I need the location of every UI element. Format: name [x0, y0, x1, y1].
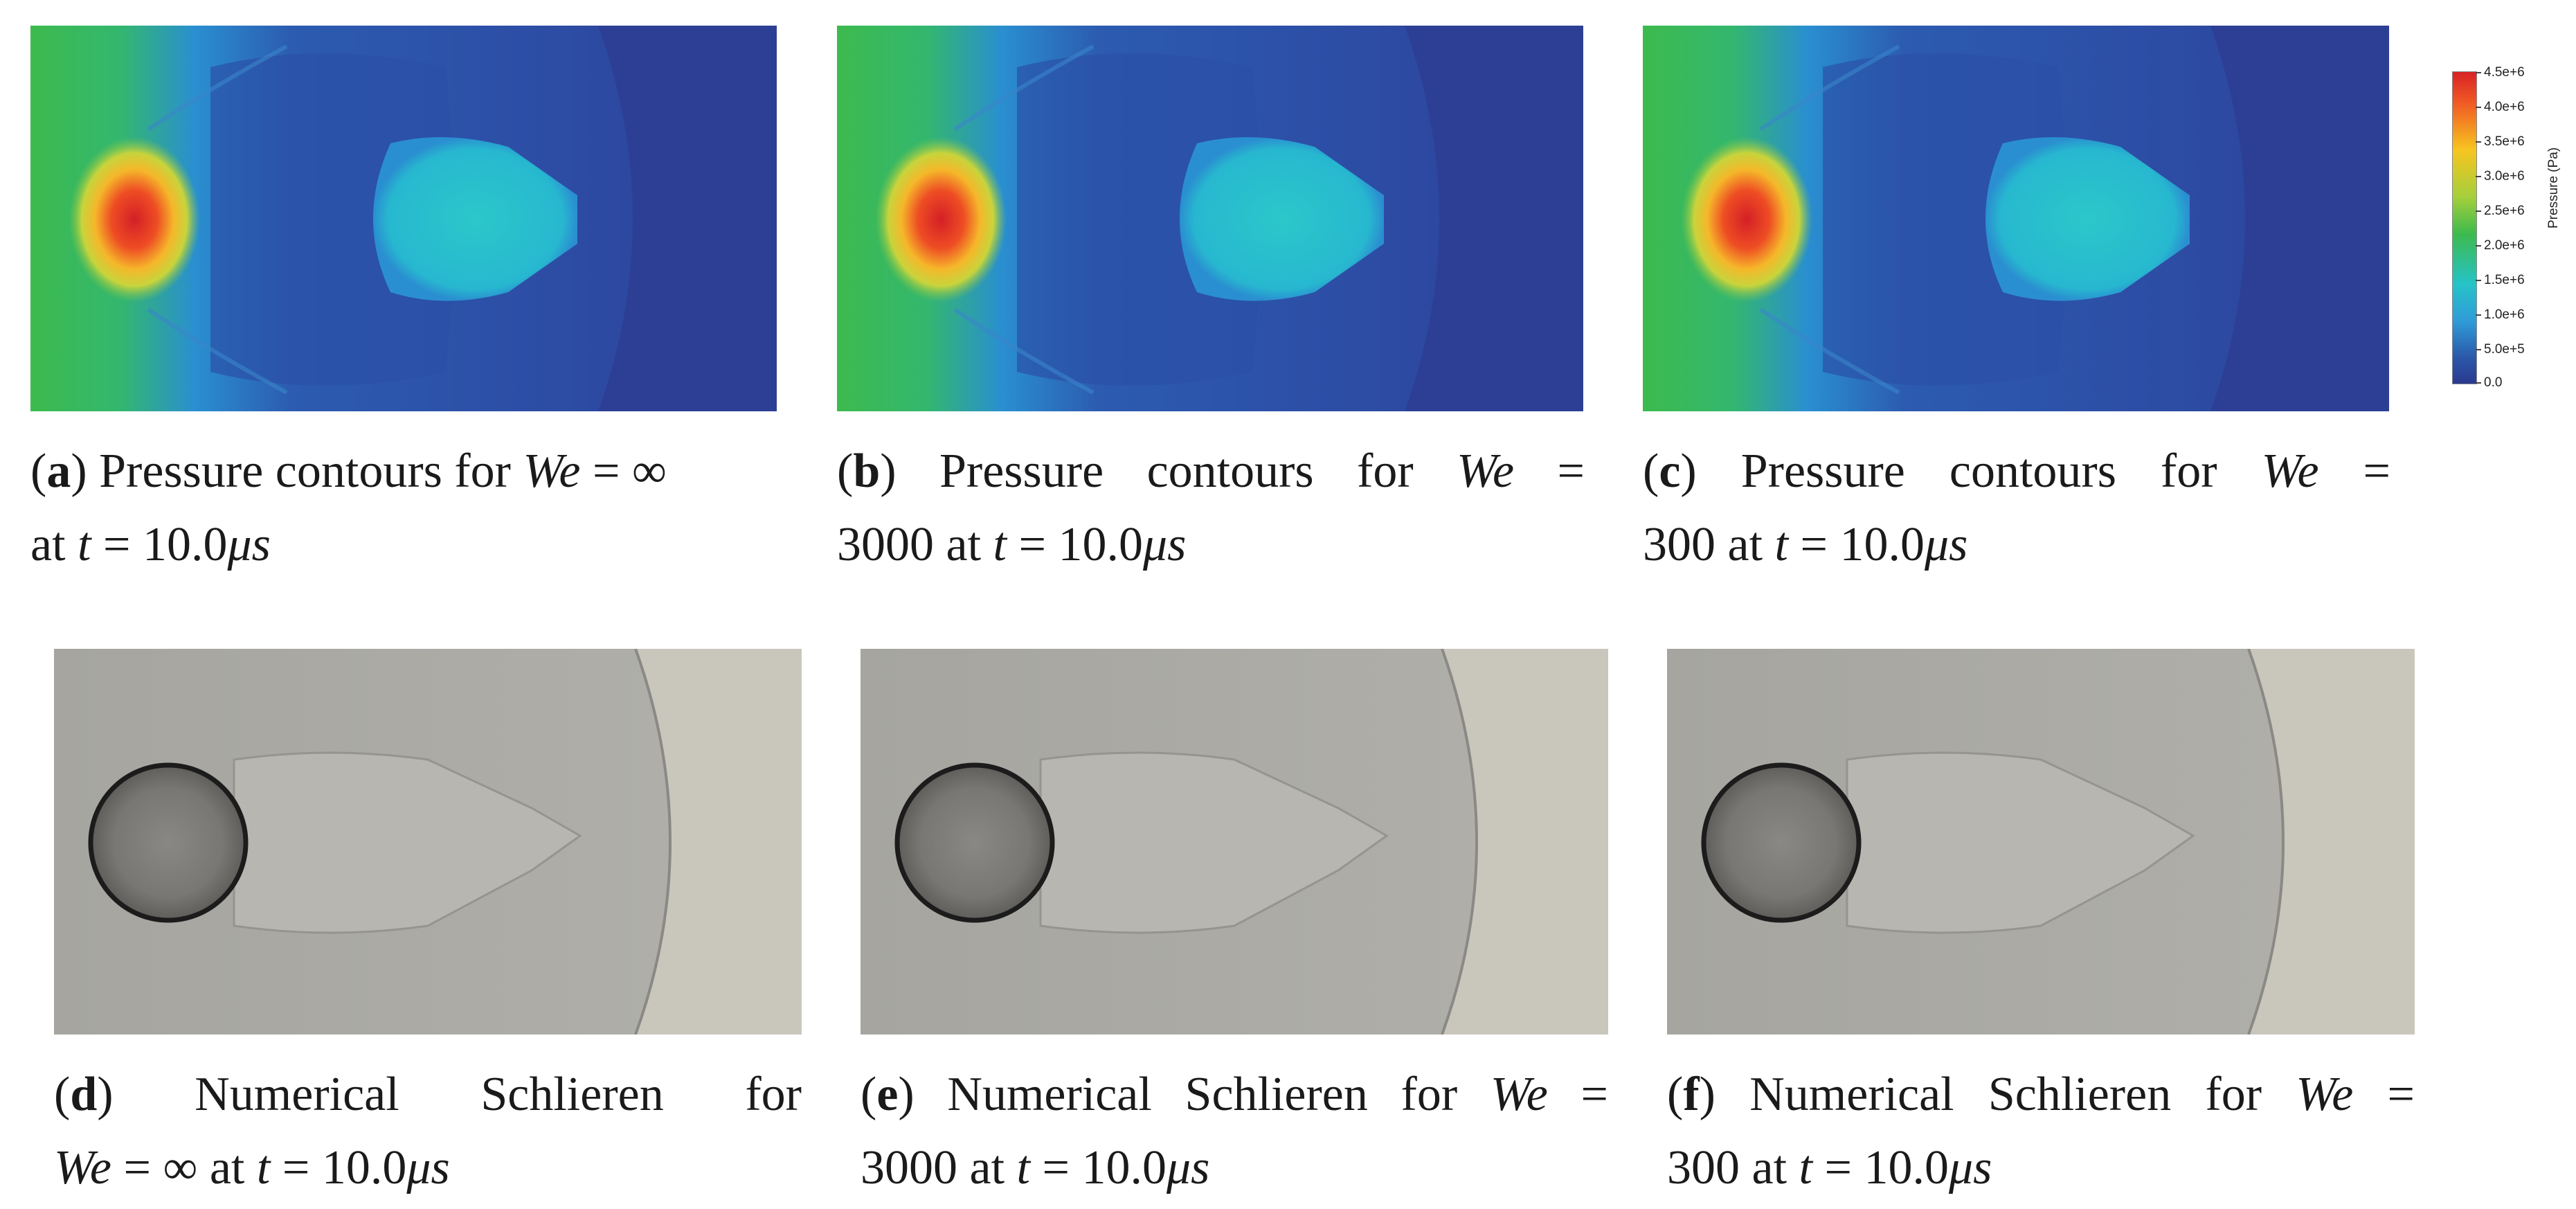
colorbar-tickmark	[2476, 72, 2481, 73]
colorbar-tick-label: 3.0e+6	[2484, 169, 2525, 183]
colorbar-tickmark	[2476, 107, 2481, 108]
caption-label: f	[1683, 1068, 1700, 1121]
caption-f-line2: 300 at t = 10.0μs	[1667, 1141, 1992, 1194]
colorbar-tickmark	[2476, 280, 2481, 281]
caption-we: ∞	[163, 1141, 198, 1194]
colorbar-tick-label: 3.5e+6	[2484, 134, 2525, 149]
pressure-contour-panel-b	[837, 26, 1583, 411]
caption-time: 10.0	[321, 1141, 407, 1194]
schlieren-panel-d	[54, 649, 802, 1035]
caption-text: Pressure contours for	[1740, 445, 2217, 498]
caption-we: ∞	[631, 445, 667, 498]
pressure-contour-panel-a	[30, 26, 777, 411]
colorbar-tickmark	[2476, 314, 2481, 316]
caption-label: a	[46, 445, 71, 498]
colorbar-title: Pressure (Pa)	[2546, 147, 2561, 229]
colorbar-tickmark	[2476, 211, 2481, 212]
caption-time: 10.0	[1864, 1141, 1949, 1194]
caption-text: Numerical Schlieren for	[1749, 1068, 2262, 1121]
caption-time: 10.0	[1081, 1141, 1167, 1194]
caption-we: 300	[1643, 518, 1715, 571]
caption-text: Numerical Schlieren for	[947, 1068, 1458, 1121]
caption-c-line2: 300 at t = 10.0μs	[1643, 518, 1968, 571]
colorbar-tick-label: 2.0e+6	[2484, 238, 2525, 253]
colorbar-tick-label: 0.0	[2484, 375, 2503, 390]
pressure-colorbar	[2452, 71, 2477, 384]
colorbar-tick-label: 2.5e+6	[2484, 204, 2525, 218]
colorbar-tick-label: 1.0e+6	[2484, 307, 2525, 322]
caption-d: (d) Numerical Schlieren for	[54, 1068, 802, 1121]
caption-b-line2: 3000 at t = 10.0μs	[837, 518, 1187, 571]
caption-e-line2: 3000 at t = 10.0μs	[861, 1141, 1210, 1194]
caption-text: Numerical Schlieren for	[195, 1068, 802, 1121]
caption-label: d	[70, 1068, 98, 1121]
caption-time: 10.0	[1839, 518, 1925, 571]
colorbar-tick-label: 4.5e+6	[2484, 65, 2525, 80]
caption-time: 10.0	[1058, 518, 1143, 571]
schlieren-panel-f	[1667, 649, 2415, 1035]
colorbar-tickmark	[2476, 382, 2481, 384]
colorbar-tickmark	[2476, 176, 2481, 177]
caption-e: (e) Numerical Schlieren for We =	[861, 1068, 1609, 1121]
caption-we: 3000	[861, 1141, 957, 1194]
caption-f: (f) Numerical Schlieren for We =	[1667, 1068, 2415, 1121]
colorbar-tickmark	[2476, 245, 2481, 247]
caption-label: b	[853, 445, 881, 498]
colorbar-tick-label: 1.5e+6	[2484, 273, 2525, 287]
colorbar-tick-label: 4.0e+6	[2484, 100, 2525, 114]
colorbar-tickmark	[2476, 349, 2481, 350]
caption-d-line2: We = ∞ at t = 10.0μs	[54, 1141, 450, 1194]
caption-time: 10.0	[142, 518, 228, 571]
caption-text: Pressure contours for	[939, 445, 1414, 498]
caption-we: 300	[1667, 1141, 1740, 1194]
caption-text: Pressure contours for	[99, 445, 511, 498]
schlieren-panel-e	[861, 649, 1608, 1035]
colorbar-tick-label: 5.0e+5	[2484, 342, 2525, 357]
caption-c: (c) Pressure contours for We =	[1643, 445, 2391, 498]
caption-label: c	[1659, 445, 1681, 498]
colorbar-tickmark	[2476, 141, 2481, 143]
pressure-contour-panel-c	[1643, 26, 2389, 411]
caption-we: 3000	[837, 518, 934, 571]
caption-label: e	[876, 1068, 899, 1121]
caption-a: (a) Pressure contours for We = ∞ at t = …	[30, 445, 667, 571]
caption-b: (b) Pressure contours for We =	[837, 445, 1585, 498]
